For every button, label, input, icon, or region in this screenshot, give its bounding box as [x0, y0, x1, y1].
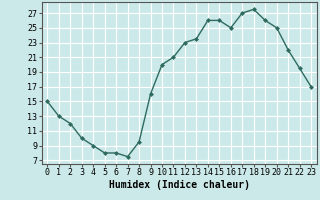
X-axis label: Humidex (Indice chaleur): Humidex (Indice chaleur) — [109, 180, 250, 190]
